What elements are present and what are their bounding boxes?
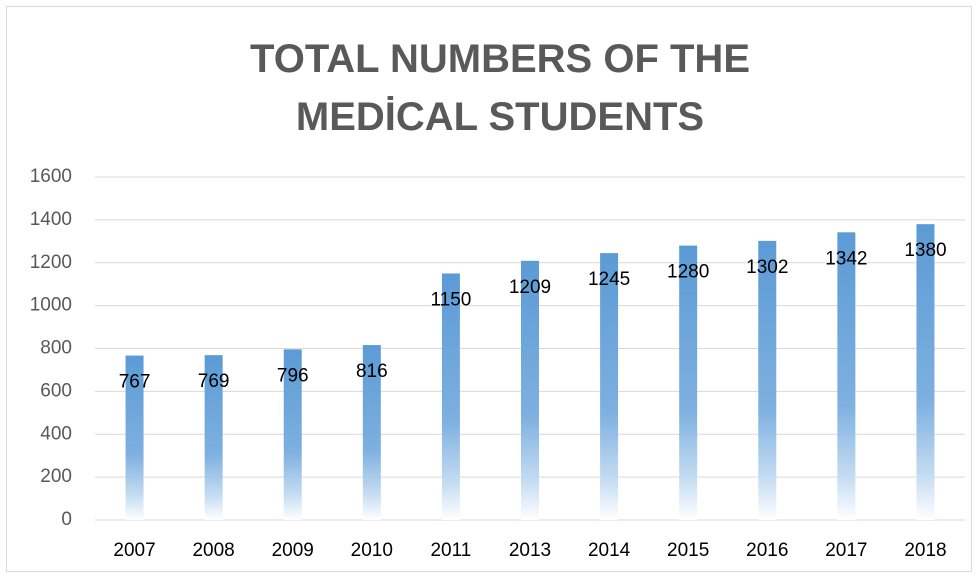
x-tick-label: 2018	[904, 540, 946, 561]
data-label: 1380	[904, 240, 946, 261]
bar	[125, 355, 144, 520]
data-label: 1302	[746, 257, 788, 278]
bar	[283, 349, 302, 520]
x-tick-label: 2015	[667, 540, 709, 561]
y-tick-label: 600	[40, 380, 72, 401]
y-tick-label: 200	[40, 466, 72, 487]
y-tick-label: 400	[40, 423, 72, 444]
data-label: 1209	[509, 277, 551, 298]
y-tick-label: 1000	[30, 295, 72, 316]
bar	[362, 345, 381, 520]
x-tick-label: 2007	[113, 540, 155, 561]
chart-title: TOTAL NUMBERS OF THE MEDİCAL STUDENTS	[250, 37, 750, 139]
data-label: 769	[198, 371, 230, 392]
bar	[916, 224, 935, 520]
bar	[837, 232, 856, 520]
bar	[521, 260, 539, 520]
bar	[679, 245, 698, 520]
x-tick-label: 2016	[746, 540, 788, 561]
data-label: 1280	[667, 262, 709, 283]
x-tick-label: 2008	[192, 540, 234, 561]
bar	[600, 253, 619, 520]
x-tick-label: 2017	[825, 540, 867, 561]
data-label: 816	[356, 361, 388, 382]
data-label: 767	[119, 372, 151, 393]
data-label: 1245	[588, 269, 630, 290]
y-tick-label: 0	[61, 509, 72, 530]
bar	[758, 240, 777, 521]
y-tick-label: 1200	[30, 252, 72, 273]
x-tick-label: 2011	[430, 540, 471, 561]
x-tick-label: 2010	[351, 540, 393, 561]
y-tick-label: 800	[40, 338, 72, 359]
data-label: 1150	[430, 289, 471, 310]
x-tick-label: 2014	[588, 540, 631, 561]
chart-frame	[6, 6, 972, 572]
bar	[441, 273, 460, 520]
bar	[204, 355, 223, 520]
data-label: 796	[277, 365, 309, 386]
x-tick-label: 2009	[272, 540, 314, 561]
data-label: 1342	[825, 248, 867, 269]
y-tick-label: 1400	[30, 209, 72, 230]
x-tick-label: 2013	[509, 540, 551, 561]
y-tick-label: 1600	[30, 166, 72, 187]
